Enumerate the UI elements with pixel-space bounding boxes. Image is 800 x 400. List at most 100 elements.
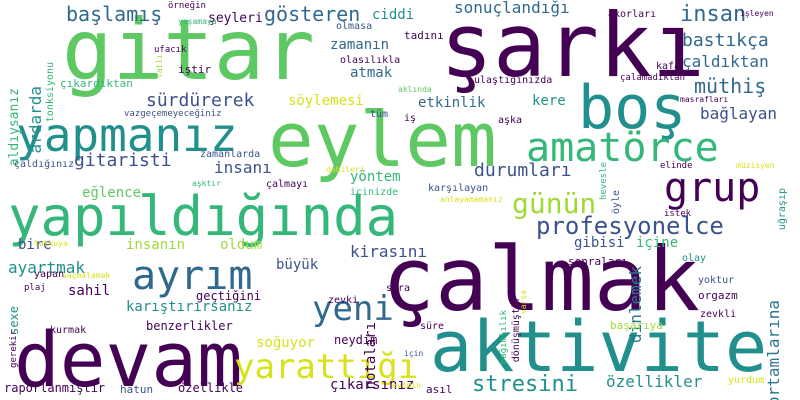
word: eylem	[268, 95, 497, 184]
word: şarkı	[440, 0, 705, 97]
word: bağlayan	[700, 104, 778, 123]
word: insanı	[214, 158, 272, 177]
word: soğuyor	[256, 335, 316, 351]
word: anlayamamanız	[440, 195, 503, 204]
word: günün	[512, 187, 597, 220]
word: varsa	[519, 290, 528, 315]
word: zamanın	[330, 37, 390, 53]
word: büyük	[276, 257, 319, 273]
word: başlamış	[66, 2, 163, 26]
word: plaj	[24, 283, 46, 293]
word: ortamlarına	[764, 300, 783, 400]
word: çaldığınız	[14, 159, 75, 170]
word: masrafları	[680, 95, 729, 104]
word: olay	[682, 253, 707, 264]
word: öyle	[611, 190, 622, 215]
word: kafa	[656, 61, 681, 72]
word: karıştırırsanız	[126, 299, 253, 315]
word: bağımlılık	[499, 310, 509, 365]
word: hatun	[120, 383, 154, 396]
word: akorları	[608, 9, 657, 20]
word: tadını	[404, 29, 444, 42]
word: orgazm	[698, 289, 738, 302]
word: kirasını	[350, 242, 428, 261]
word: zevkli	[700, 309, 737, 320]
word: ayartmak	[8, 258, 86, 277]
word: istek	[664, 209, 692, 219]
word: yaşamaya	[178, 17, 217, 26]
word: sürdürerek	[146, 90, 255, 111]
word: raporlanmıştır	[4, 381, 106, 395]
word: yapıldığında	[8, 185, 399, 248]
word: olmasa	[336, 21, 373, 32]
word: vazgeçemeyeceğiniz	[124, 109, 222, 119]
word: yapan	[34, 269, 65, 280]
word: iştir	[178, 63, 212, 76]
word: insan	[680, 2, 747, 27]
word: çalmayı	[266, 179, 309, 190]
word: zamanlarda	[200, 149, 261, 160]
word: ardarda	[26, 86, 45, 154]
word: kere	[532, 93, 566, 109]
word: çalmak	[382, 228, 700, 331]
word: saçmalamak	[62, 271, 111, 280]
word: tonksiyonu	[45, 62, 56, 123]
word: işleyen	[740, 9, 774, 18]
word: atmak	[350, 65, 393, 81]
word: tatlı	[155, 54, 164, 79]
word: için	[404, 349, 424, 358]
word: devam	[14, 315, 243, 400]
word: gibisi	[574, 235, 625, 251]
word: içinizde	[350, 187, 399, 198]
word: kurmak	[50, 325, 87, 336]
word: benzerlikler	[146, 319, 233, 333]
word: oldum	[220, 237, 263, 253]
word: neydim	[334, 333, 378, 347]
word: etkinlik	[418, 95, 486, 111]
word: ulaştığınızda	[474, 75, 553, 86]
word: süre	[420, 321, 445, 332]
word: uğraşıp	[777, 188, 788, 231]
word: iş	[404, 113, 417, 124]
word: ufacık	[154, 45, 187, 55]
word: tutkuya	[34, 239, 68, 248]
word: bastıkça	[682, 30, 769, 51]
word: hevesle	[599, 162, 609, 200]
word: aktivite	[430, 306, 768, 388]
word: yurdum	[728, 375, 765, 386]
word: evimin	[392, 381, 421, 390]
word: başarıya	[610, 319, 663, 332]
word: grup	[664, 165, 761, 211]
word: yöntem	[350, 169, 401, 185]
word: sahil	[68, 283, 111, 299]
word: aşka	[498, 115, 523, 126]
word: insanın	[126, 237, 186, 253]
word: ayrım	[132, 253, 253, 299]
word: gerekir	[9, 330, 19, 368]
word: özellikle	[178, 381, 244, 395]
word: amatörce	[526, 125, 719, 171]
word: aldıysanız	[7, 88, 22, 167]
word: karşılayan	[428, 183, 489, 194]
word: eğlence	[82, 185, 142, 201]
word: ciddi	[372, 7, 415, 23]
word: dahileri	[326, 165, 365, 174]
word: gösteren	[264, 2, 361, 26]
word: sonraları	[568, 255, 628, 268]
word: boş	[578, 73, 687, 143]
word: çıkarsınız	[330, 377, 415, 393]
word: müthiş	[694, 74, 767, 98]
word: asıl	[426, 383, 453, 396]
word: durumları	[474, 160, 572, 181]
word: aklında	[398, 85, 432, 94]
word: yarattığı	[234, 347, 419, 387]
word: çalamadıktan	[620, 73, 686, 83]
word: gitaristi	[74, 150, 172, 171]
word: gitar	[62, 1, 315, 99]
word: bire	[18, 237, 52, 253]
word: özellikler	[606, 372, 703, 391]
word: geçtiğini	[196, 289, 262, 303]
word: şeyleri	[208, 11, 263, 26]
word: içine	[636, 235, 679, 251]
